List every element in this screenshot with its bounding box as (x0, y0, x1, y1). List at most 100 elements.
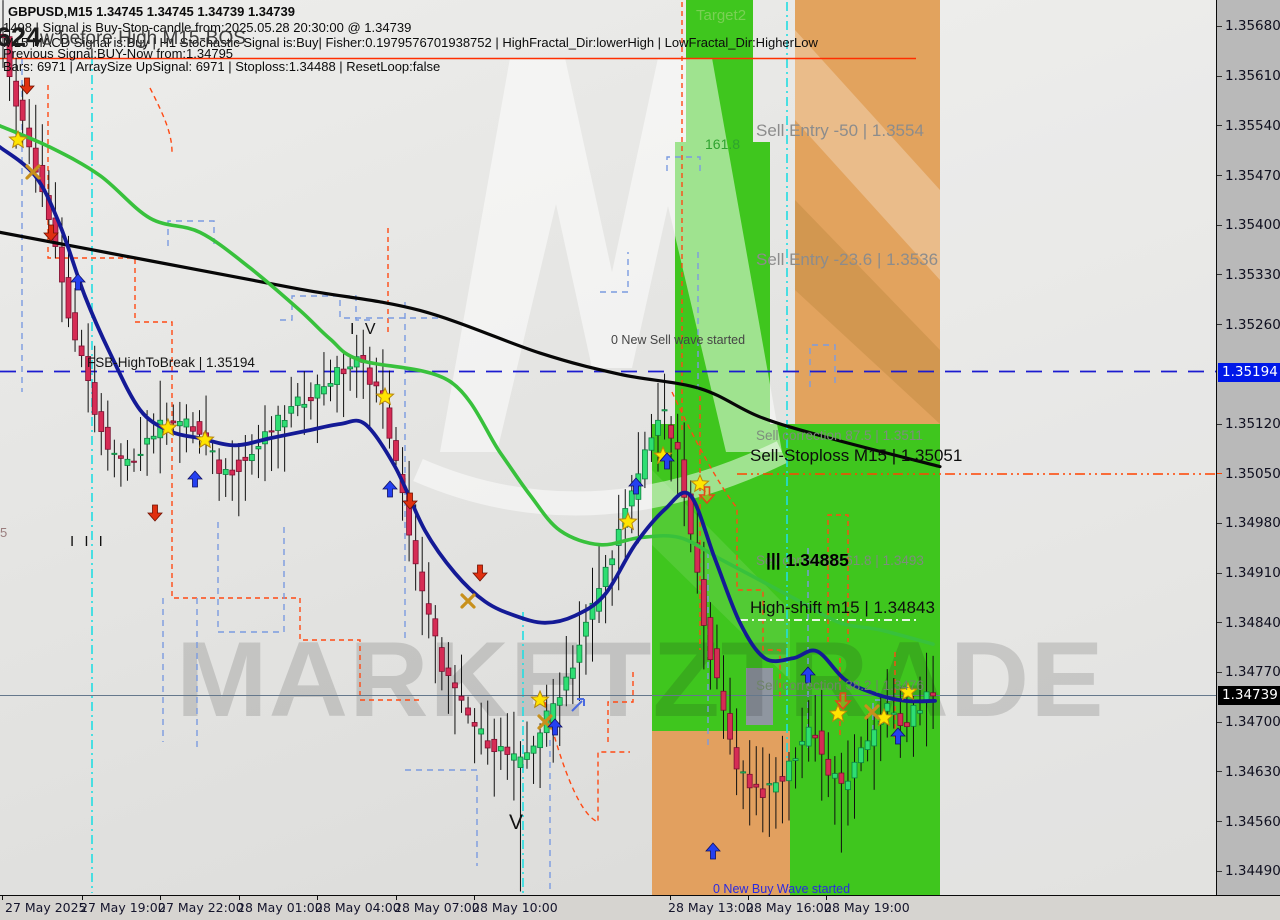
blue_dash-line (339, 300, 440, 319)
candle-down (707, 617, 714, 661)
candle-down (425, 603, 432, 615)
candle-down (812, 734, 819, 739)
candle-down (268, 430, 275, 433)
red_dash-line (47, 85, 420, 701)
candle-down (438, 647, 445, 672)
candle-down (471, 722, 478, 727)
gray-box (746, 668, 773, 725)
orange-lower (652, 731, 790, 895)
time-tick-label: 28 May 04:00 (315, 900, 401, 915)
logo-m-watermark (440, 58, 782, 452)
candle-up (851, 761, 858, 779)
price-tick (1217, 224, 1222, 226)
price-tick (1217, 75, 1222, 77)
time-axis[interactable]: 27 May 2025 27 May 19:00 27 May 22:00 28 Ma… (0, 895, 1280, 920)
candle-up (255, 446, 262, 450)
candle-up (327, 383, 334, 387)
price-tick (1217, 125, 1222, 127)
bos-label: w before High M15-BOS (40, 28, 246, 49)
price-tick (1217, 522, 1222, 524)
candle-down (307, 397, 314, 402)
last-price-badge: 1.34739 (1218, 685, 1280, 705)
candle-down (746, 773, 753, 789)
candle-down (32, 147, 39, 173)
candle-up (917, 710, 923, 714)
buy-arrow-icon (628, 477, 644, 495)
candle-down (838, 772, 845, 784)
candle-up (288, 406, 295, 414)
symbol-title: GBPUSD,M15 1.34745 1.34745 1.34739 1.347… (8, 4, 295, 19)
candle-down (91, 382, 98, 415)
price-tick (1217, 870, 1222, 872)
candle-up (858, 747, 864, 764)
candle-down (484, 740, 491, 749)
candle-up (111, 452, 118, 455)
candle-up (661, 409, 668, 412)
star-signal-icon (375, 386, 395, 406)
candle-up (615, 528, 622, 546)
price-axis[interactable]: 1.35680 1.35610 1.35540 1.35470 1.35400 1.353… (1216, 0, 1280, 895)
candle-down (465, 707, 471, 716)
candle-down (373, 381, 380, 387)
candle-down (85, 356, 92, 381)
candle-down (694, 542, 701, 573)
logo-swoosh-watermark (413, 441, 788, 516)
price-tick (1217, 572, 1222, 574)
big-number-label: 624 (0, 22, 42, 52)
candle-down (242, 456, 249, 461)
price-tick-label: 1.35260 (1225, 316, 1280, 333)
candle-down (216, 459, 223, 474)
candle-up (648, 437, 655, 451)
candle-down (366, 367, 373, 385)
candle-up (144, 437, 151, 445)
price-tick-label: 1.35330 (1225, 266, 1280, 283)
candle-down (118, 455, 124, 459)
price-tick (1217, 671, 1222, 673)
candle-down (235, 459, 242, 472)
chart-plot-area[interactable] (0, 0, 1216, 895)
candle-up (347, 366, 354, 370)
candle-down (818, 730, 825, 755)
sell-correction-875: Sell correction 87.5 | 1.3511 (756, 428, 923, 443)
sell-correction-618: Sell correction 61.8 | 1.3493 (756, 553, 924, 568)
candle-down (6, 36, 13, 78)
orange-upper (795, 0, 940, 424)
sell-arrow-icon (43, 224, 59, 242)
candle-up (222, 469, 229, 475)
buy-arrow-icon (705, 842, 721, 860)
candle-down (131, 460, 137, 463)
candle-up (334, 367, 340, 385)
candle-down (714, 648, 720, 679)
candle-up (805, 726, 812, 747)
candle-down (190, 426, 196, 432)
red_dash-line (671, 391, 781, 700)
chart-zones-layer (413, 0, 1216, 895)
star-signal-icon (618, 511, 638, 531)
star-signal-icon (828, 703, 848, 723)
red_dash-line (544, 701, 630, 824)
buy-arrow-icon (800, 666, 816, 684)
star-signal-icon (874, 707, 894, 727)
price-tick-label: 1.34630 (1225, 763, 1280, 780)
right-margin-shade (940, 0, 1216, 895)
sell-entry-236: Sell Entry -23.6 | 1.3536 (756, 250, 939, 269)
price-tick-label: 1.35400 (1225, 217, 1280, 234)
candle-up (831, 773, 838, 779)
price-tick (1217, 821, 1222, 823)
blue_dash-line (666, 156, 701, 171)
candle-up (871, 729, 878, 747)
candle-down (668, 424, 674, 439)
time-tick-label: 28 May 07:00 (394, 900, 480, 915)
candle-up (864, 740, 871, 751)
candle-up (209, 450, 216, 453)
candle-up (301, 403, 308, 408)
candle-up (642, 449, 648, 480)
time-tick-label: 28 May 19:00 (824, 900, 910, 915)
price-tick (1217, 324, 1222, 326)
candle-up (530, 745, 537, 754)
candle-down (681, 459, 688, 498)
sell-correction-382: Sell correction 38.2 | 1.3476 (756, 678, 924, 693)
blue_dash-line (280, 295, 372, 321)
wave-iv: I V (350, 321, 379, 338)
